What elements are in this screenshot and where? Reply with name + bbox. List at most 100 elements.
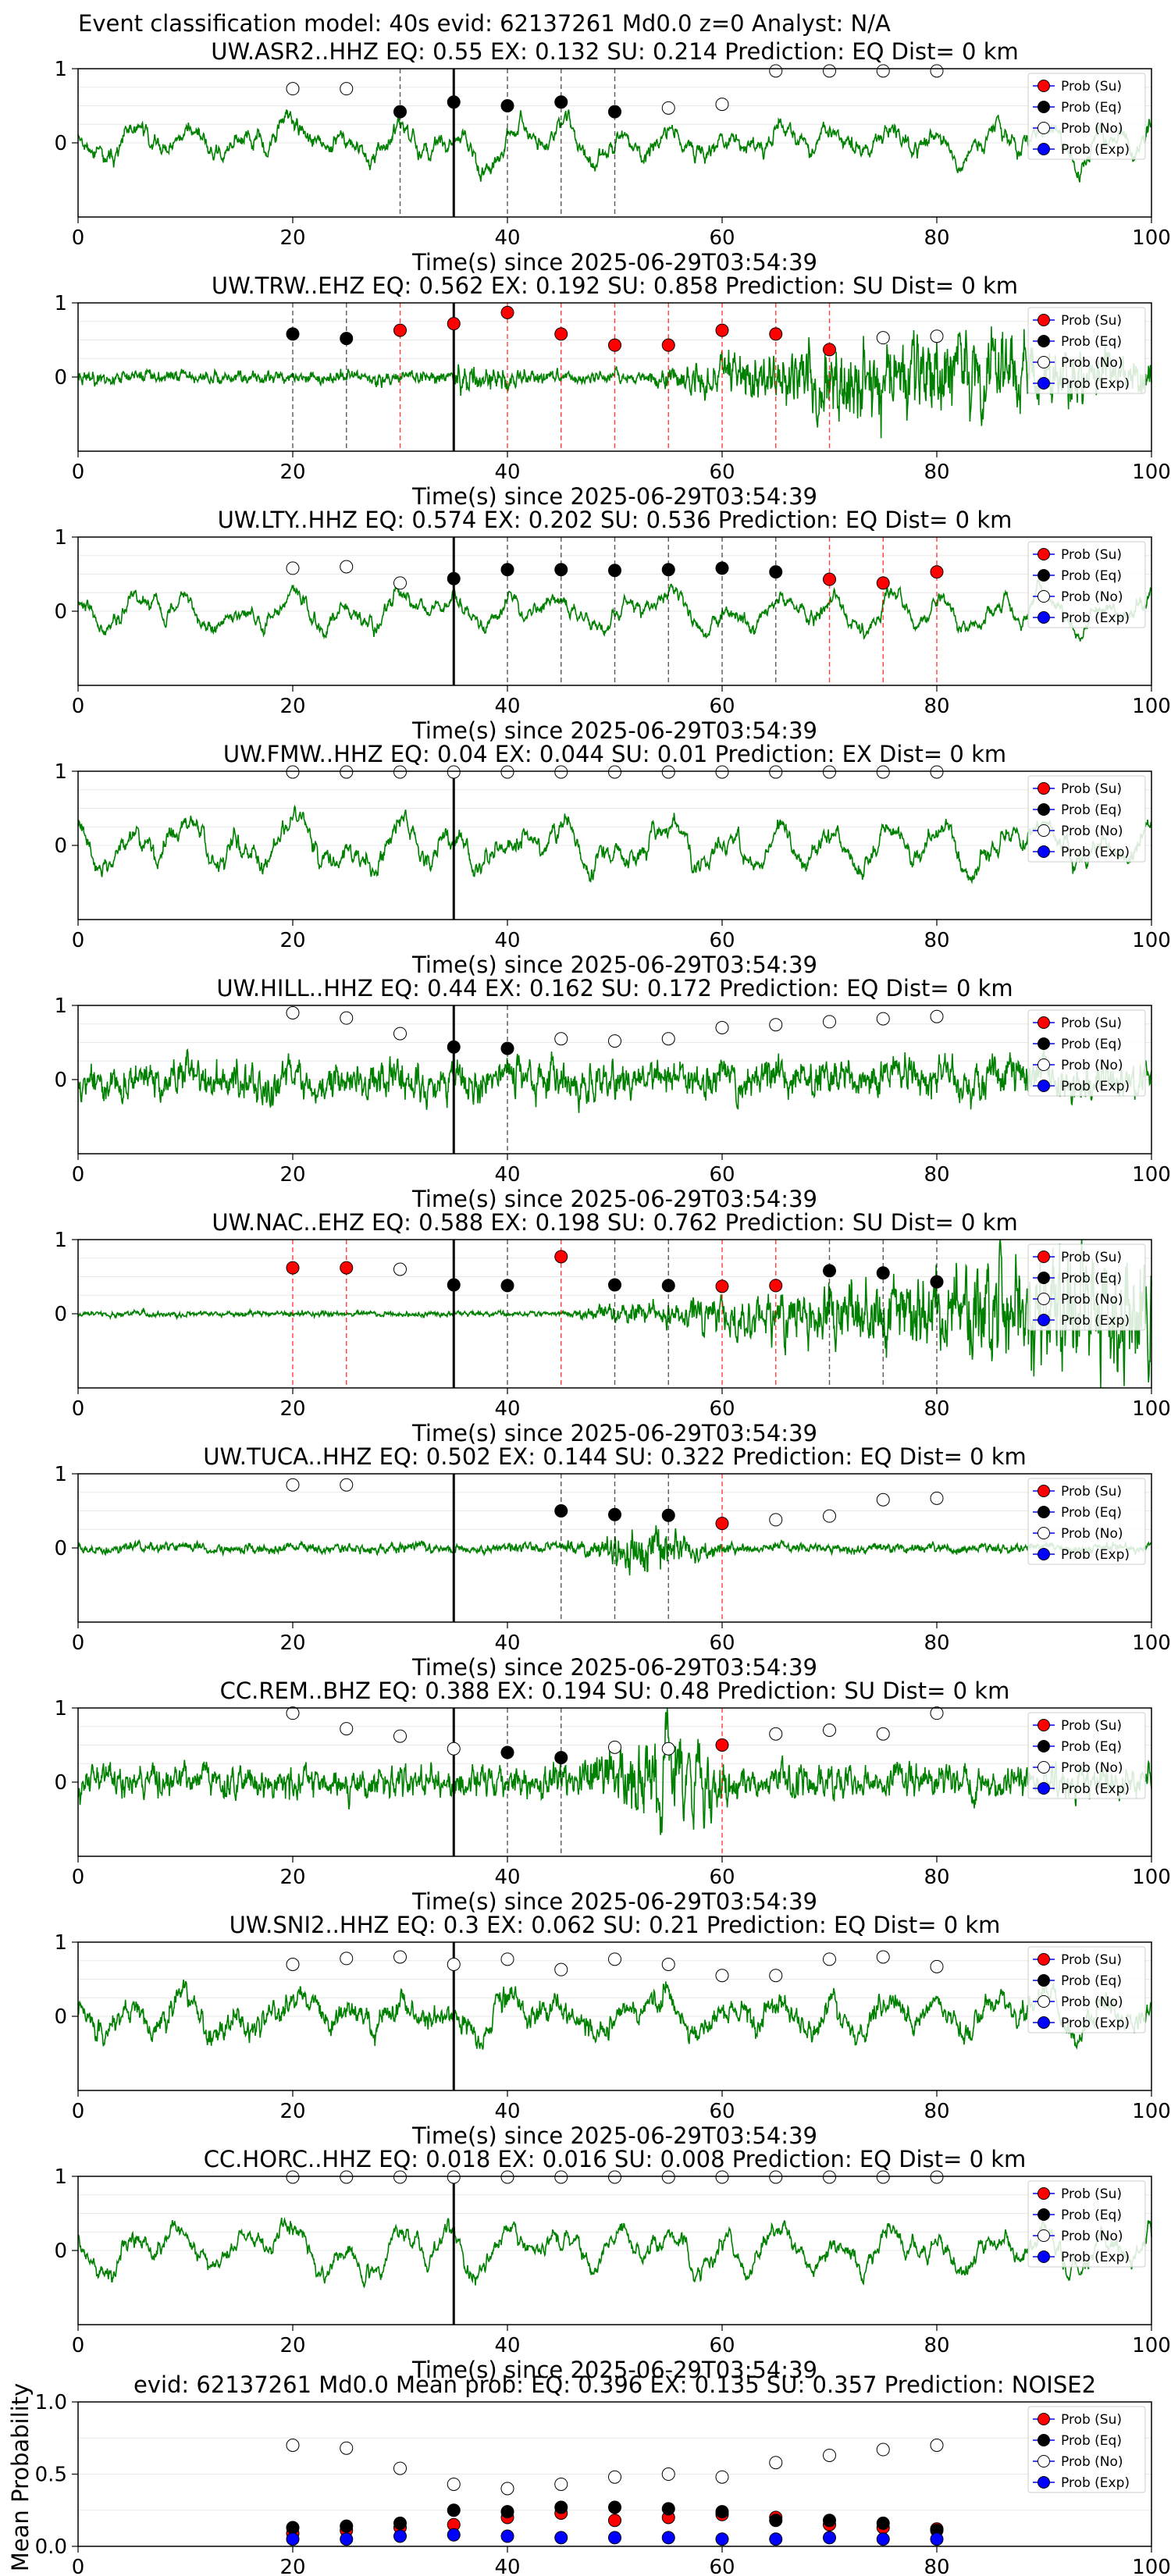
panel-2-marker-eq-1 <box>340 332 354 346</box>
panel-11-point-eq-5 <box>554 2500 568 2514</box>
panel-1-marker-no-10 <box>823 64 836 78</box>
panel-1-legend-label-su: Prob (Su) <box>1061 79 1122 94</box>
panel-11-legend-label-eq: Prob (Eq) <box>1061 2433 1122 2449</box>
panel-1-xtick-label-1: 20 <box>279 226 305 250</box>
panel-2-legend-marker-no <box>1038 356 1050 368</box>
panel-7-marker-eq-2 <box>554 1504 568 1517</box>
panel-8-waveform <box>77 1707 1152 1835</box>
panel-3-xtick-label-1: 20 <box>279 695 305 718</box>
panel-6-xtick-label-1: 20 <box>279 1397 305 1421</box>
panel-7-marker-su-5 <box>715 1517 729 1531</box>
panel-3-xtick-label-4: 80 <box>924 695 949 718</box>
panel-3: UW.LTY..HHZ EQ: 0.574 EX: 0.202 SU: 0.53… <box>54 507 1170 744</box>
panel-2-marker-su-10 <box>823 343 836 357</box>
panel-11-point-exp-8 <box>715 2532 729 2546</box>
panel-8-marker-no-7 <box>661 1742 675 1756</box>
panel-3-legend-label-no: Prob (No) <box>1061 589 1123 605</box>
panel-4-title: UW.FMW..HHZ EQ: 0.04 EX: 0.044 SU: 0.01 … <box>223 741 1006 767</box>
panel-2-waveform <box>77 326 1152 439</box>
panel-11-legend-frame <box>1027 2406 1146 2493</box>
panel-3-legend-label-exp: Prob (Exp) <box>1061 610 1130 626</box>
panel-4-legend-frame <box>1027 775 1146 863</box>
panel-11-point-no-4 <box>500 2482 514 2496</box>
panel-7-xtick-label-2: 40 <box>494 1631 520 1655</box>
panel-7-legend-label-eq: Prob (Eq) <box>1061 1505 1122 1521</box>
panel-6: UW.NAC..EHZ EQ: 0.588 EX: 0.198 SU: 0.76… <box>54 1209 1170 1446</box>
panel-10-waveform <box>77 2216 1152 2289</box>
panel-4-ytick-label-1: 0 <box>54 834 67 858</box>
panel-5-ytick-label-1: 0 <box>54 1069 67 1092</box>
panel-10-xtick-label-5: 100 <box>1132 2334 1171 2357</box>
panel-7-xtick-label-3: 60 <box>709 1631 735 1655</box>
panel-1-title: UW.ASR2..HHZ EQ: 0.55 EX: 0.132 SU: 0.21… <box>211 38 1019 65</box>
panel-8-legend-marker-su <box>1038 1719 1050 1731</box>
panel-9-marker-no-11 <box>876 1950 890 1964</box>
panel-11-point-no-7 <box>661 2467 675 2481</box>
panel-8-legend-marker-eq <box>1038 1740 1050 1752</box>
panel-3-legend-label-eq: Prob (Eq) <box>1061 568 1122 584</box>
panel-4-marker-no-4 <box>500 765 514 779</box>
panel-3-marker-no-0 <box>286 561 300 575</box>
panel-8-marker-eq-4 <box>500 1745 514 1759</box>
panel-9-title: UW.SNI2..HHZ EQ: 0.3 EX: 0.062 SU: 0.21 … <box>230 1912 1001 1938</box>
panel-7: UW.TUCA..HHZ EQ: 0.502 EX: 0.144 SU: 0.3… <box>54 1443 1170 1681</box>
panel-2-xtick-label-5: 100 <box>1132 461 1171 484</box>
panel-2-title: UW.TRW..EHZ EQ: 0.562 EX: 0.192 SU: 0.85… <box>212 272 1018 299</box>
panel-11-title: evid: 62137261 Md0.0 Mean prob: EQ: 0.39… <box>133 2371 1096 2398</box>
panel-8-xtick-label-4: 80 <box>924 1866 949 1889</box>
panel-9-ytick-label-0: 1 <box>54 1931 67 1955</box>
panel-5-legend-marker-exp <box>1038 1080 1050 1092</box>
panel-9-legend-label-no: Prob (No) <box>1061 1994 1123 2010</box>
panel-8-ytick-label-1: 0 <box>54 1771 67 1795</box>
panel-10-legend-marker-eq <box>1038 2208 1050 2221</box>
panel-6-marker-eq-7 <box>661 1279 675 1293</box>
panel-1-legend-marker-no <box>1038 122 1050 134</box>
panel-4-marker-no-7 <box>661 765 675 779</box>
panel-4-legend-marker-exp <box>1038 845 1050 858</box>
panel-4-marker-no-11 <box>876 765 890 779</box>
panel-1-legend-label-eq: Prob (Eq) <box>1061 100 1122 116</box>
panel-4-legend-label-su: Prob (Su) <box>1061 781 1122 797</box>
panel-1-ytick-label-0: 1 <box>54 58 67 81</box>
panel-9-legend-label-su: Prob (Su) <box>1061 1952 1122 1968</box>
panel-8-xtick-label-3: 60 <box>709 1866 735 1889</box>
panel-8-marker-eq-5 <box>554 1751 568 1765</box>
panel-4-ytick-label-0: 1 <box>54 760 67 784</box>
panel-11-point-no-9 <box>769 2456 783 2470</box>
panel-11-legend-marker-exp <box>1038 2476 1050 2489</box>
panel-8-marker-no-3 <box>447 1742 461 1756</box>
panel-2-xtick-label-2: 40 <box>494 461 520 484</box>
panel-7-legend-marker-eq <box>1038 1506 1050 1518</box>
panel-11-point-exp-2 <box>393 2529 407 2543</box>
panel-11-point-eq-6 <box>608 2500 621 2514</box>
panel-2-marker-no-12 <box>930 329 944 343</box>
panel-3-legend-marker-no <box>1038 590 1050 603</box>
panel-5-marker-no-11 <box>876 1012 890 1026</box>
panel-4-marker-no-12 <box>930 765 944 779</box>
panel-1-xtick-label-2: 40 <box>494 226 520 250</box>
panel-4-xlabel: Time(s) since 2025-06-29T03:54:39 <box>411 952 817 978</box>
panel-4-legend-marker-no <box>1038 824 1050 837</box>
panel-2-marker-su-8 <box>715 323 729 337</box>
panel-10-legend-marker-no <box>1038 2229 1050 2242</box>
panel-4-legend-label-no: Prob (No) <box>1061 824 1123 839</box>
panel-3-title: UW.LTY..HHZ EQ: 0.574 EX: 0.202 SU: 0.53… <box>218 507 1013 533</box>
panel-3-marker-no-1 <box>340 560 354 574</box>
panels: UW.ASR2..HHZ EQ: 0.55 EX: 0.132 SU: 0.21… <box>7 38 1171 2576</box>
panel-2: UW.TRW..EHZ EQ: 0.562 EX: 0.192 SU: 0.85… <box>54 272 1170 510</box>
panel-9-marker-no-7 <box>661 1958 675 1971</box>
panel-10-marker-no-2 <box>393 2170 407 2184</box>
panel-5-legend-label-exp: Prob (Exp) <box>1061 1079 1130 1094</box>
panel-5-ytick-label-0: 1 <box>54 994 67 1018</box>
panel-11-legend-label-no: Prob (No) <box>1061 2454 1123 2470</box>
panel-10-legend-label-no: Prob (No) <box>1061 2229 1123 2244</box>
panel-10-ytick-label-1: 0 <box>54 2240 67 2263</box>
panel-5-marker-no-8 <box>715 1021 729 1034</box>
panel-11-point-su-6 <box>608 2514 621 2528</box>
panel-3-legend-marker-eq <box>1038 569 1050 582</box>
panel-2-marker-su-6 <box>608 338 621 352</box>
panel-9-xtick-label-1: 20 <box>279 2100 305 2123</box>
panel-3-marker-eq-8 <box>715 561 729 575</box>
panel-4-xtick-label-1: 20 <box>279 929 305 952</box>
